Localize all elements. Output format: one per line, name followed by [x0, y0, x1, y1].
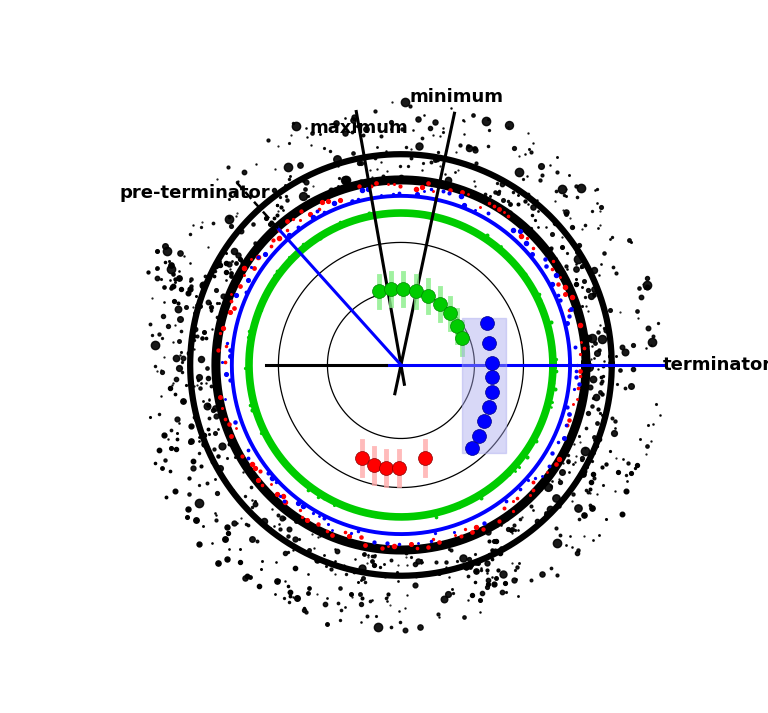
Text: pre-terminator: pre-terminator [119, 185, 270, 202]
Text: terminator: terminator [664, 356, 768, 374]
Text: maximum: maximum [310, 119, 408, 137]
Text: minimum: minimum [410, 88, 504, 106]
